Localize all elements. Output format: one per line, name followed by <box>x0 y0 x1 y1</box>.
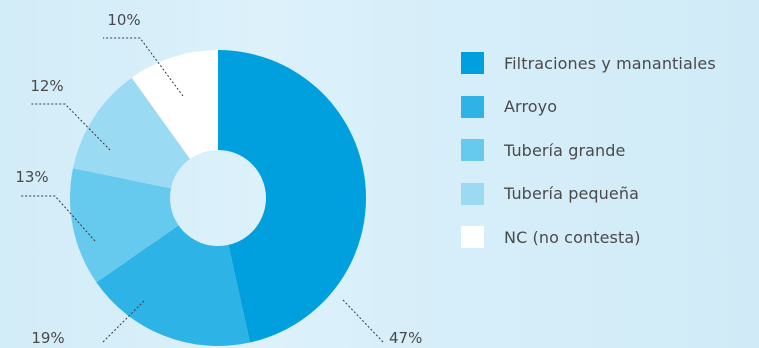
legend-swatch <box>461 139 484 161</box>
leader-line <box>30 103 111 151</box>
data-label: 47% <box>389 329 422 347</box>
leader-line <box>20 195 96 242</box>
data-label: 19% <box>31 329 64 347</box>
legend-swatch <box>461 95 484 118</box>
legend-item: Tubería pequeña <box>461 182 716 205</box>
slice-tubería-grande <box>70 168 179 283</box>
legend-item: Tubería grande <box>461 139 716 161</box>
legend-label: Tubería pequeña <box>504 184 639 203</box>
legend-swatch <box>461 52 484 74</box>
slice-arroyo <box>96 225 250 346</box>
data-label: 10% <box>107 11 140 29</box>
legend-item: Filtraciones y manantiales <box>461 52 716 74</box>
legend-swatch <box>461 182 484 205</box>
legend-label: Arroyo <box>504 97 558 116</box>
slice-filtraciones-y-manantiales <box>218 50 367 343</box>
slice-tubería-pequeña <box>73 77 191 189</box>
legend: Filtraciones y manantiales Arroyo Tuberí… <box>461 52 716 270</box>
legend-label: Filtraciones y manantiales <box>504 53 716 73</box>
data-label: 13% <box>15 168 48 186</box>
leader-line <box>103 37 184 97</box>
legend-label: Tubería grande <box>504 140 626 160</box>
leader-line <box>342 299 385 344</box>
legend-swatch <box>461 226 484 248</box>
legend-item: NC (no contesta) <box>461 226 716 248</box>
leader-line <box>101 300 145 344</box>
data-label: 12% <box>30 77 63 95</box>
legend-label: NC (no contesta) <box>504 227 641 247</box>
legend-item: Arroyo <box>461 95 716 118</box>
slice-nc-no-contesta- <box>131 50 218 159</box>
